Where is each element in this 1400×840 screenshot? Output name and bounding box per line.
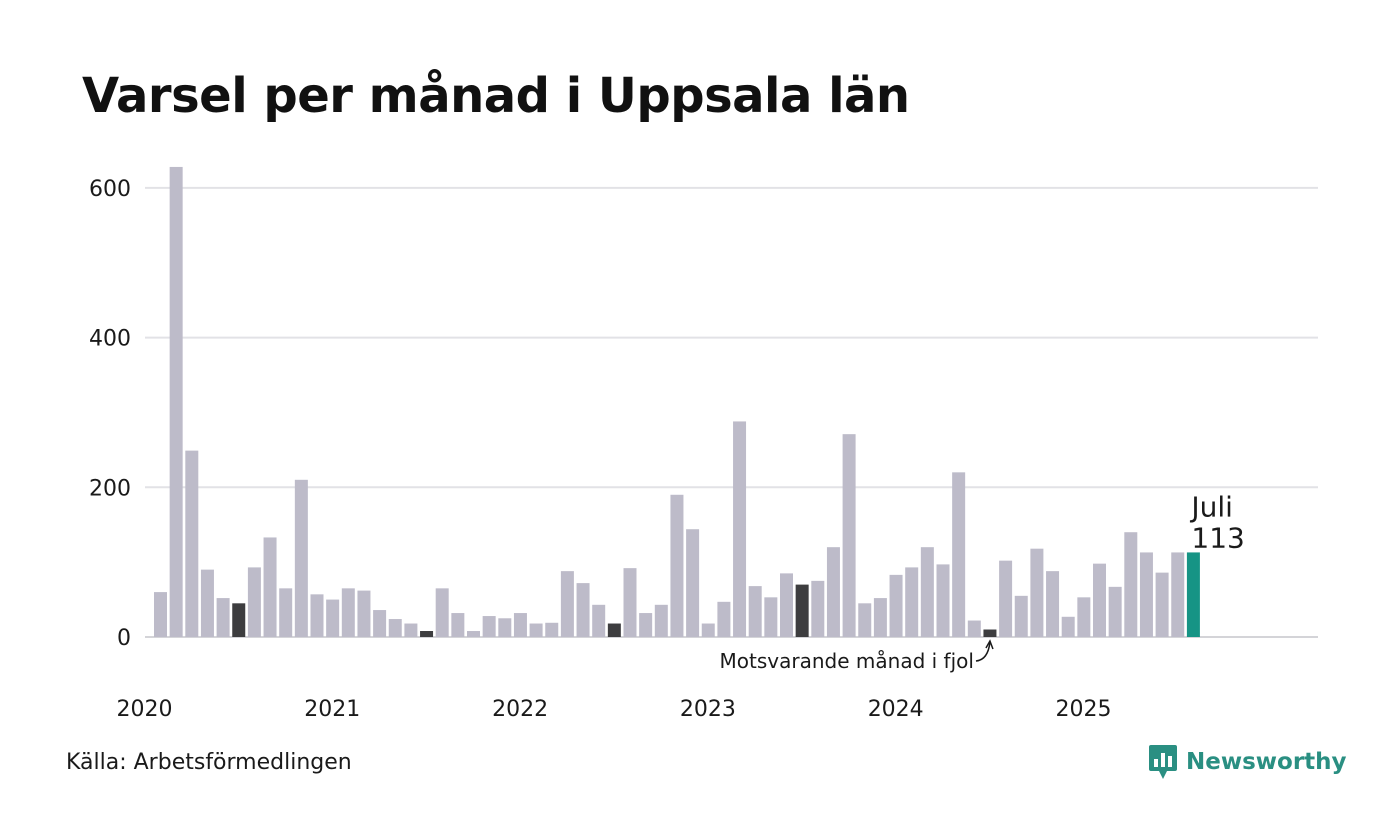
x-tick-label: 2022 <box>492 697 548 722</box>
bar <box>1171 552 1185 637</box>
bar <box>420 631 434 637</box>
bar <box>983 629 997 637</box>
bar <box>623 568 637 637</box>
bar <box>482 616 496 637</box>
highlight-month-label: Juli <box>1189 490 1233 523</box>
bar <box>1061 616 1075 637</box>
bar <box>686 529 700 637</box>
newsworthy-logo-icon <box>1149 745 1177 779</box>
bar <box>795 584 809 637</box>
y-tick-label: 600 <box>89 177 131 202</box>
bar <box>639 613 653 637</box>
bar <box>513 613 527 637</box>
bar <box>373 610 387 637</box>
bar <box>920 547 934 637</box>
bar <box>592 604 606 637</box>
bar <box>247 567 261 637</box>
bar <box>1155 572 1169 637</box>
bar <box>1030 548 1044 637</box>
bar <box>216 598 230 637</box>
source-credit: Källa: Arbetsförmedlingen <box>66 750 352 775</box>
bar <box>701 623 715 637</box>
y-tick-label: 400 <box>89 327 131 352</box>
brand-name: Newsworthy <box>1186 749 1347 775</box>
annotation-arrowhead <box>985 639 994 650</box>
x-tick-label: 2021 <box>304 697 360 722</box>
bar <box>341 588 355 637</box>
bar <box>670 494 684 637</box>
bar <box>451 613 465 637</box>
chart-title: Varsel per månad i Uppsala län <box>82 68 910 124</box>
bar <box>576 583 590 637</box>
bar <box>826 547 840 637</box>
x-tick-label: 2025 <box>1056 697 1112 722</box>
bar <box>435 588 449 637</box>
bar <box>967 620 981 637</box>
bar <box>1124 532 1138 637</box>
x-tick-label: 2023 <box>680 697 736 722</box>
bar <box>733 421 747 637</box>
annotation-text: Motsvarande månad i fjol <box>720 649 974 673</box>
brand[interactable]: Newsworthy <box>1148 744 1347 780</box>
bar <box>905 567 919 637</box>
x-tick-label: 2020 <box>117 697 173 722</box>
x-tick-label: 2024 <box>868 697 924 722</box>
bar <box>1108 586 1122 637</box>
bar <box>388 619 402 637</box>
bar <box>498 618 512 637</box>
bar <box>357 590 371 637</box>
bar <box>169 166 183 637</box>
y-axis-ticks: 0 200 400 600 <box>89 177 131 651</box>
bar <box>952 472 966 637</box>
bar <box>654 604 668 637</box>
bar <box>999 560 1013 637</box>
highlight-value-label: 113 <box>1191 521 1244 554</box>
bar <box>858 603 872 637</box>
bar <box>780 573 793 637</box>
bar <box>185 450 199 637</box>
bar-highlight <box>1186 552 1200 637</box>
bar <box>529 623 543 637</box>
bar <box>326 599 340 637</box>
bar <box>560 571 574 637</box>
bar <box>1077 597 1091 637</box>
bar <box>842 434 856 637</box>
bar <box>310 594 324 637</box>
bar <box>1014 595 1028 637</box>
y-tick-label: 0 <box>117 626 131 651</box>
bar <box>1139 552 1153 637</box>
bar <box>154 592 167 637</box>
bar <box>873 598 887 637</box>
annotation-arrow <box>975 641 991 662</box>
x-axis-year-ticks: 2020 2021 2022 2023 2024 2025 <box>117 697 1112 722</box>
bar <box>717 601 731 637</box>
bar <box>404 623 418 637</box>
bar <box>200 569 214 637</box>
y-tick-label: 200 <box>89 476 131 501</box>
bars <box>154 166 1200 637</box>
bar <box>607 623 621 637</box>
bar <box>232 603 246 637</box>
bar <box>467 631 480 637</box>
bar <box>263 537 277 637</box>
bar <box>936 564 950 637</box>
bar <box>764 597 778 637</box>
bar <box>294 479 308 637</box>
grid-lines <box>145 186 1318 638</box>
bar <box>811 580 825 637</box>
bar <box>1046 571 1060 637</box>
bar <box>748 586 762 637</box>
bar <box>889 574 903 637</box>
bar <box>1093 563 1106 637</box>
bar <box>545 622 559 637</box>
bar <box>279 588 293 637</box>
